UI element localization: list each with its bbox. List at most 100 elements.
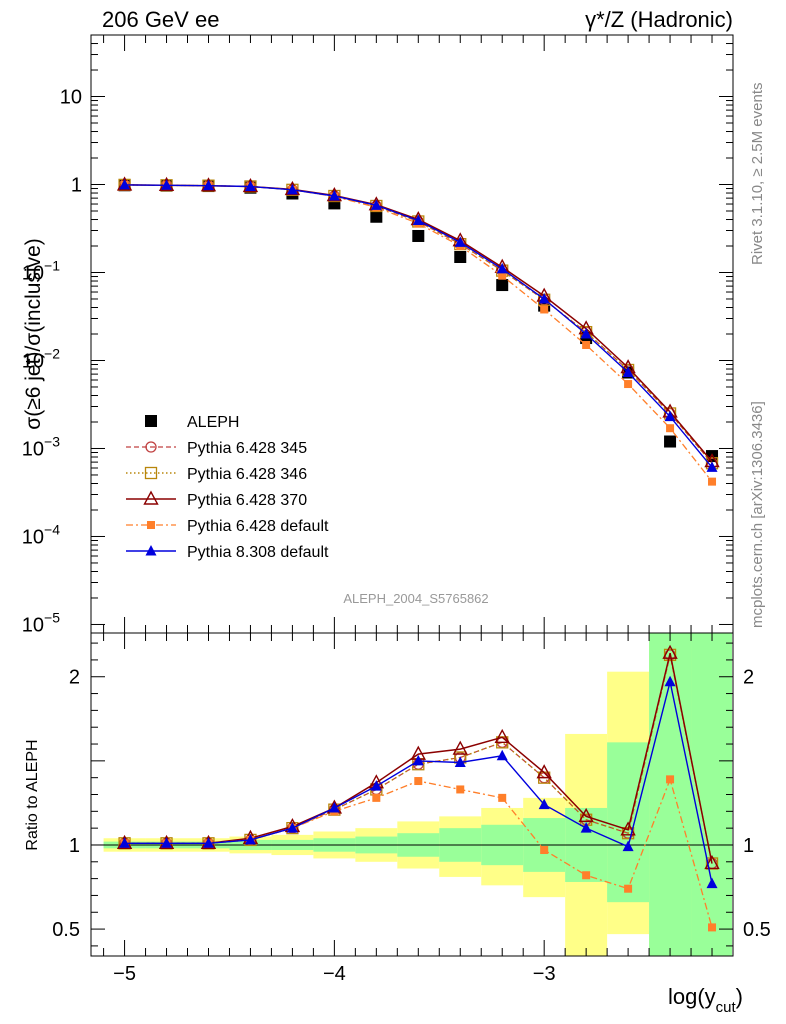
ratio-point-p6def xyxy=(414,777,423,786)
y-tick-label-exponent: −5 xyxy=(44,609,60,625)
ratio-point-p6def xyxy=(498,793,507,802)
y-tick-label: 10−4 xyxy=(22,521,60,548)
main-point-p6def xyxy=(624,380,633,389)
ratio-y-tick-label-left: 0.5 xyxy=(52,919,80,941)
ratio-point-p8 xyxy=(244,833,256,845)
ratio-point-p8 xyxy=(286,822,298,833)
ratio-point-p8 xyxy=(202,837,214,848)
ratio-point-p370 xyxy=(662,644,678,659)
main-line-p346 xyxy=(124,184,713,464)
main-point-p8 xyxy=(580,328,592,339)
ratio-point-p8 xyxy=(370,780,382,791)
ratio-point-p6def xyxy=(582,871,591,880)
ratio-point-p8 xyxy=(119,837,131,848)
y-tick-label: 10−1 xyxy=(22,257,60,284)
ratio-point-p6def xyxy=(624,884,633,893)
mcplots-label: mcplots.cern.ch [arXiv:1306.3436] xyxy=(749,401,766,628)
main-point-p8 xyxy=(538,292,550,304)
y-tick-label-exponent: −4 xyxy=(44,521,60,537)
main-point-p8 xyxy=(286,183,298,195)
legend-label: Pythia 8.308 default xyxy=(187,544,329,561)
main-point-p8 xyxy=(454,236,466,247)
ratio-point-p8 xyxy=(538,798,550,810)
main-point-p8 xyxy=(370,199,382,210)
main-point-p8 xyxy=(244,180,256,191)
ratio-point-p370 xyxy=(704,855,720,870)
legend-label: Pythia 6.428 default xyxy=(187,518,329,535)
legend-label: Pythia 6.428 345 xyxy=(187,440,307,457)
legend-label: Pythia 6.428 370 xyxy=(187,492,307,509)
main-point-p6def xyxy=(708,477,717,486)
legend-item-aleph: ALEPH xyxy=(145,414,239,431)
ratio-band-green xyxy=(649,633,692,956)
analysis-label: ALEPH_2004_S5765862 xyxy=(343,591,488,606)
ratio-point-p8 xyxy=(412,754,424,766)
ratio-point-p6def xyxy=(540,846,549,855)
x-tick-label: −4 xyxy=(323,963,346,985)
legend-marker xyxy=(145,415,157,427)
main-point-aleph xyxy=(664,435,677,448)
y-tick-label: 1 xyxy=(71,175,82,197)
main-point-p8 xyxy=(202,179,214,191)
x-tick-label: −5 xyxy=(113,963,136,985)
main-point-p8 xyxy=(664,410,676,422)
legend-item-p6def: Pythia 6.428 default xyxy=(126,518,329,535)
ratio-band-green xyxy=(691,633,732,956)
legend-marker xyxy=(145,545,157,556)
y-tick-label-exponent: −3 xyxy=(44,433,60,449)
ratio-y-tick-label-right: 0.5 xyxy=(743,919,771,941)
main-point-p8 xyxy=(412,214,424,225)
y-tick-label-exponent: −2 xyxy=(44,345,60,361)
main-point-aleph xyxy=(454,250,467,263)
ratio-point-p370 xyxy=(452,740,468,755)
ratio-y-tick-label-right: 1 xyxy=(743,835,754,857)
ratio-y-tick-label-right: 2 xyxy=(743,667,754,689)
x-axis-title-end: ) xyxy=(736,984,743,1009)
ratio-point-p8 xyxy=(161,837,173,848)
main-point-p6def xyxy=(666,424,675,433)
ratio-series-p8 xyxy=(119,675,718,889)
ratio-point-p370 xyxy=(578,807,594,823)
ratio-y-tick-label-left: 2 xyxy=(69,667,80,689)
ratio-point-p8 xyxy=(328,801,340,813)
ratio-point-p8 xyxy=(580,822,592,833)
main-point-p8 xyxy=(328,190,340,201)
ratio-point-p8 xyxy=(454,756,466,768)
x-tick-label: −3 xyxy=(533,963,556,985)
x-axis-title-main: log(y xyxy=(668,984,716,1009)
y-tick-label: 10−5 xyxy=(22,609,60,636)
main-point-p8 xyxy=(706,461,718,472)
legend: ALEPH Pythia 6.428 345 Pythia 6.428 346 Pyt… xyxy=(126,414,329,561)
main-series-p8 xyxy=(119,178,718,472)
y-tick-label: 10 xyxy=(60,87,82,109)
legend-marker xyxy=(144,466,158,480)
ratio-point-p370 xyxy=(536,764,552,779)
legend-item-p8: Pythia 8.308 default xyxy=(126,544,329,561)
ratio-y-axis-title: Ratio to ALEPH xyxy=(24,739,41,850)
main-point-aleph xyxy=(412,229,425,242)
header-right: γ*/Z (Hadronic) xyxy=(585,7,733,32)
main-y-axis-title: σ(≥6 jet)/σ(inclusive) xyxy=(22,238,45,429)
main-point-aleph xyxy=(496,279,509,292)
x-axis-title: log(ycut) xyxy=(668,984,743,1016)
legend-marker xyxy=(145,441,157,453)
legend-label: Pythia 6.428 346 xyxy=(187,466,307,483)
legend-marker xyxy=(143,490,159,505)
header-left: 206 GeV ee xyxy=(102,7,219,32)
main-point-p6def xyxy=(582,340,591,349)
main-point-aleph xyxy=(370,210,383,223)
ratio-point-p6def xyxy=(372,793,381,802)
legend-label: ALEPH xyxy=(187,414,239,431)
ratio-point-p8 xyxy=(664,675,676,687)
ratio-point-p8 xyxy=(706,877,718,889)
main-point-p8 xyxy=(622,366,634,378)
ratio-point-p6def xyxy=(666,775,675,784)
ratio-plot-panel: 2 2 1 1 0.5 0.5 −5 −4 −3 Ratio to ALEPH log(ycut) xyxy=(24,632,771,1016)
ratio-y-tick-label-left: 1 xyxy=(69,835,80,857)
ratio-point-p370 xyxy=(494,728,510,744)
main-point-p8 xyxy=(496,262,508,274)
main-point-p8 xyxy=(119,178,131,190)
y-tick-label: 10−3 xyxy=(22,433,60,460)
